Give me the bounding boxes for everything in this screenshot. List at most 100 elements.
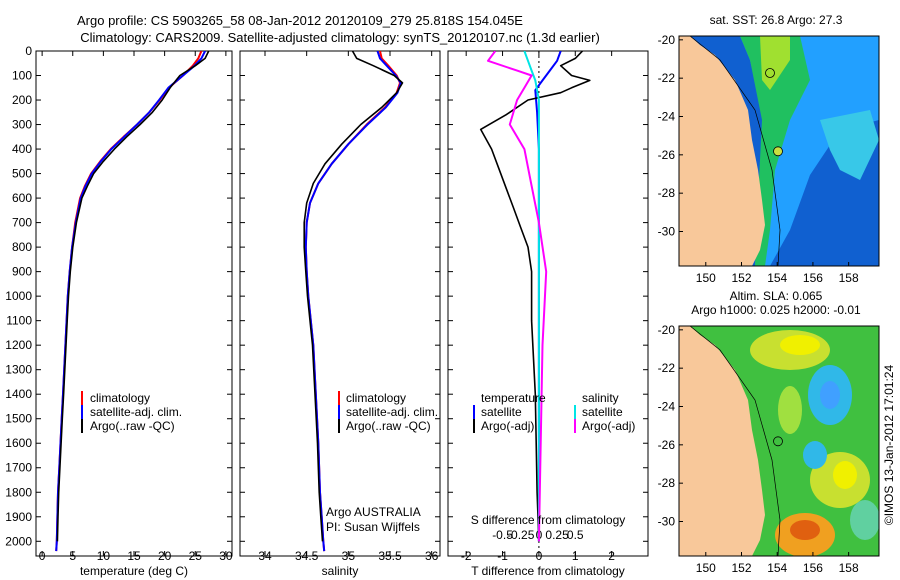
sst-argo-marker bbox=[773, 146, 783, 157]
temperature-x-ticks: 0 5 10 15 20 25 30 bbox=[39, 51, 233, 563]
temperature-panel: 0100200300400500600700800900100011001200… bbox=[5, 44, 233, 578]
map-x-tick-label: 154 bbox=[767, 561, 787, 575]
sla-negative-anomaly-core bbox=[820, 381, 840, 409]
sst-land bbox=[679, 36, 765, 266]
map-y-tick-label: -30 bbox=[658, 225, 676, 239]
map-x-tick-label: 156 bbox=[803, 271, 823, 285]
map-y-tick-label: -20 bbox=[658, 33, 676, 47]
sst-map-title: sat. SST: 26.8 Argo: 27.3 bbox=[710, 13, 843, 27]
series-line-salinity-argo-adj- bbox=[487, 51, 548, 542]
sst-map-frame bbox=[678, 35, 880, 267]
top-x-tick-label: 0.5 bbox=[567, 528, 584, 542]
title-line-2: Climatology: CARS2009. Satellite-adjuste… bbox=[80, 30, 600, 45]
depth-tick-label: 200 bbox=[12, 93, 32, 107]
map-x-tick-label: 158 bbox=[839, 561, 859, 575]
sst-warm-patch bbox=[760, 36, 790, 90]
depth-tick-label: 1200 bbox=[5, 338, 32, 352]
x-tick-label: 10 bbox=[97, 549, 111, 563]
x-tick-label: 34.5 bbox=[295, 549, 319, 563]
depth-tick-label: 600 bbox=[12, 191, 32, 205]
map-x-tick-label: 158 bbox=[839, 271, 859, 285]
series-line-salinity-satellite bbox=[523, 51, 540, 542]
temperature-depth-ticks: 0 100 200 300 400 500 600 700 800 900 1000 1100 1200… bbox=[5, 44, 232, 548]
map-y-tick-label: -22 bbox=[658, 361, 676, 375]
map-x-tick-label: 156 bbox=[803, 561, 823, 575]
salinity-annotation-pi: PI: Susan Wijffels bbox=[326, 520, 420, 534]
difference-x-label: T difference from climatology bbox=[471, 564, 625, 578]
depth-tick-label: 100 bbox=[12, 69, 32, 83]
salinity-x-ticks: 34 34.5 35 35.5 36 bbox=[258, 51, 439, 563]
depth-tick-label: 1800 bbox=[5, 485, 32, 499]
map-x-tick-label: 154 bbox=[767, 271, 787, 285]
map-x-tick-label: 150 bbox=[696, 271, 716, 285]
temperature-series bbox=[55, 51, 210, 552]
legend-label-salinity-satellite: satellite bbox=[582, 405, 623, 419]
x-tick-label: -1 bbox=[497, 549, 508, 563]
legend-label-satellite: satellite-adj. clim. bbox=[90, 405, 182, 419]
sst-map-y-ticks: -20 -22 -24 -26 -28 -30 bbox=[658, 33, 683, 239]
depth-tick-label: 400 bbox=[12, 142, 32, 156]
x-tick-label: 2 bbox=[608, 549, 615, 563]
depth-tick-label: 300 bbox=[12, 118, 32, 132]
salinity-x-label: salinity bbox=[322, 564, 359, 578]
legend-label-temperature-argo: Argo(-adj) bbox=[481, 419, 534, 433]
sla-map: Altim. SLA: 0.065 Argo h1000: 0.025 h200… bbox=[658, 289, 880, 575]
map-y-tick-label: -24 bbox=[658, 400, 676, 414]
sla-positive-anomaly-core bbox=[780, 335, 820, 355]
depth-tick-label: 1700 bbox=[5, 461, 32, 475]
x-tick-label: 35.5 bbox=[378, 549, 402, 563]
legend-label-argo: Argo(..raw -QC) bbox=[90, 419, 175, 433]
temperature-legend: climatology satellite-adj. clim. Argo(..… bbox=[81, 391, 182, 433]
sla-argo-marker bbox=[773, 436, 783, 447]
sla-land bbox=[679, 326, 765, 556]
depth-tick-label: 1300 bbox=[5, 363, 32, 377]
top-x-tick-label: -0.25 bbox=[507, 528, 535, 542]
x-tick-label: 20 bbox=[158, 549, 172, 563]
legend-label-temperature-satellite: satellite bbox=[481, 405, 522, 419]
temperature-x-label: temperature (deg C) bbox=[80, 564, 188, 578]
depth-tick-label: 1000 bbox=[5, 289, 32, 303]
top-x-tick-label: -0.5 bbox=[492, 528, 513, 542]
map-x-tick-label: 152 bbox=[731, 561, 751, 575]
sst-float-marker bbox=[765, 68, 775, 78]
sla-negative-anomaly-2 bbox=[803, 441, 827, 469]
series-line-temperature-argo-adj- bbox=[479, 51, 591, 542]
sla-map-field bbox=[679, 326, 879, 556]
map-y-tick-label: -26 bbox=[658, 438, 676, 452]
x-tick-label: 25 bbox=[189, 549, 203, 563]
legend-label-climatology: climatology bbox=[90, 391, 150, 405]
x-tick-label: 0 bbox=[536, 549, 543, 563]
sst-isobath bbox=[689, 36, 781, 266]
title-line-1: Argo profile: CS 5903265_58 08-Jan-2012 … bbox=[77, 13, 523, 28]
salinity-panel: 34 34.5 35 35.5 36 salinity climatology sate… bbox=[239, 50, 441, 578]
x-tick-label: 35 bbox=[342, 549, 356, 563]
x-tick-label: 5 bbox=[69, 549, 76, 563]
sla-map-x-ticks: 150 152 154 156 158 bbox=[696, 552, 859, 575]
x-tick-label: 34 bbox=[258, 549, 272, 563]
sla-map-title-2: Argo h1000: 0.025 h2000: -0.01 bbox=[691, 303, 861, 317]
depth-tick-label: 1400 bbox=[5, 387, 32, 401]
legend-label-salinity-argo: Argo(-adj) bbox=[582, 419, 635, 433]
top-x-tick-label: 0.25 bbox=[545, 528, 569, 542]
salinity-annotation-program: Argo AUSTRALIA bbox=[326, 505, 421, 519]
x-tick-label: 0 bbox=[39, 549, 46, 563]
sst-map: sat. SST: 26.8 Argo: 27.3 150 152 154 156 15… bbox=[658, 13, 880, 285]
map-y-tick-label: -28 bbox=[658, 476, 676, 490]
x-tick-label: -2 bbox=[461, 549, 472, 563]
depth-tick-label: 800 bbox=[12, 240, 32, 254]
difference-depth-ticks bbox=[448, 50, 648, 542]
depth-tick-label: 2000 bbox=[5, 534, 32, 548]
x-tick-label: 15 bbox=[127, 549, 141, 563]
difference-panel: -2 -1 0 1 2-0.5-0.25 0 0.250.5 S difference fr… bbox=[447, 50, 649, 578]
sla-map-y-ticks: -20 -22 -24 -26 -28 -30 bbox=[658, 323, 683, 529]
series-line-argo-raw-qc- bbox=[303, 51, 404, 542]
sst-eddy-patch bbox=[820, 110, 879, 180]
depth-tick-label: 1600 bbox=[5, 436, 32, 450]
map-y-tick-label: -30 bbox=[658, 515, 676, 529]
depth-tick-label: 0 bbox=[25, 44, 32, 58]
series-line-argo-raw-qc- bbox=[56, 51, 210, 542]
sla-positive-anomaly-3-core bbox=[833, 461, 857, 489]
legend-label-climatology: climatology bbox=[346, 391, 406, 405]
salinity-depth-ticks bbox=[240, 50, 440, 542]
